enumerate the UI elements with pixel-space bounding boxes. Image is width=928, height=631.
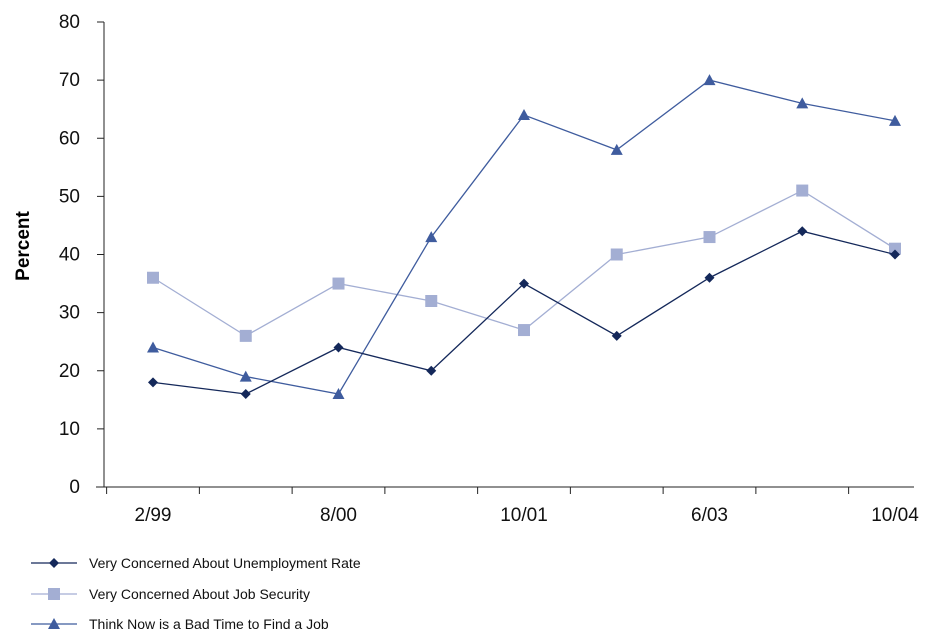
series-layer bbox=[147, 74, 901, 399]
data-point bbox=[889, 114, 901, 126]
data-point bbox=[518, 109, 530, 120]
series-line bbox=[152, 79, 896, 395]
data-point bbox=[147, 341, 159, 353]
data-point bbox=[332, 277, 345, 290]
data-point bbox=[703, 231, 716, 244]
data-point bbox=[147, 271, 159, 284]
series-line bbox=[152, 189, 896, 337]
series-line bbox=[152, 230, 896, 395]
data-point bbox=[610, 248, 623, 261]
x-tick-label: 8/00 bbox=[320, 505, 357, 526]
data-point bbox=[148, 377, 158, 388]
y-tick-label: 0 bbox=[69, 477, 80, 498]
data-point bbox=[890, 249, 900, 260]
legend: Very Concerned About Unemployment Rate Ve… bbox=[31, 555, 361, 631]
data-point bbox=[333, 342, 344, 353]
data-point bbox=[704, 272, 715, 283]
axes bbox=[96, 22, 914, 488]
legend-label: Think Now is a Bad Time to Find a Job bbox=[89, 616, 329, 631]
data-point bbox=[519, 278, 529, 289]
x-tick-label: 10/04 bbox=[871, 505, 919, 526]
x-tick-label: 2/99 bbox=[135, 505, 172, 526]
series-triangle bbox=[147, 74, 901, 399]
data-point bbox=[239, 329, 252, 342]
data-point bbox=[796, 97, 809, 109]
data-point bbox=[611, 330, 622, 341]
y-tick-label: 30 bbox=[59, 303, 80, 324]
legend-label: Very Concerned About Unemployment Rate bbox=[89, 555, 361, 571]
data-point bbox=[239, 370, 252, 382]
data-point bbox=[518, 324, 530, 337]
y-tick-label: 10 bbox=[59, 419, 80, 440]
data-point bbox=[240, 389, 251, 399]
y-tick-label: 50 bbox=[59, 186, 80, 207]
y-tick-label: 40 bbox=[59, 245, 80, 266]
series-diamond bbox=[148, 226, 900, 399]
series-square bbox=[147, 184, 901, 342]
y-tick-label: 20 bbox=[59, 361, 80, 382]
data-point bbox=[425, 231, 438, 243]
x-tick-label: 6/03 bbox=[691, 505, 728, 526]
legend-marker bbox=[48, 618, 60, 629]
legend-item: Very Concerned About Unemployment Rate bbox=[31, 555, 361, 571]
data-point bbox=[796, 184, 809, 197]
x-tick-label: 10/01 bbox=[500, 505, 548, 526]
data-point bbox=[889, 242, 901, 255]
y-tick-label: 60 bbox=[59, 128, 80, 149]
legend-item: Very Concerned About Job Security bbox=[31, 586, 310, 602]
data-point bbox=[703, 74, 716, 86]
legend-label: Very Concerned About Job Security bbox=[89, 586, 310, 602]
legend-marker bbox=[49, 558, 59, 568]
legend-item: Think Now is a Bad Time to Find a Job bbox=[31, 616, 329, 631]
data-point bbox=[426, 365, 437, 376]
data-point bbox=[797, 226, 808, 237]
y-ticks: 0 10 20 30 40 50 60 70 80 bbox=[59, 12, 104, 498]
data-point bbox=[610, 143, 623, 155]
data-point bbox=[332, 388, 345, 399]
y-tick-label: 70 bbox=[59, 70, 80, 91]
legend-marker bbox=[48, 588, 60, 600]
x-ticks: 2/99 8/00 10/01 6/03 10/04 bbox=[106, 487, 919, 526]
y-tick-label: 80 bbox=[59, 12, 80, 33]
data-point bbox=[425, 295, 438, 307]
y-axis-title: Percent bbox=[13, 210, 34, 280]
